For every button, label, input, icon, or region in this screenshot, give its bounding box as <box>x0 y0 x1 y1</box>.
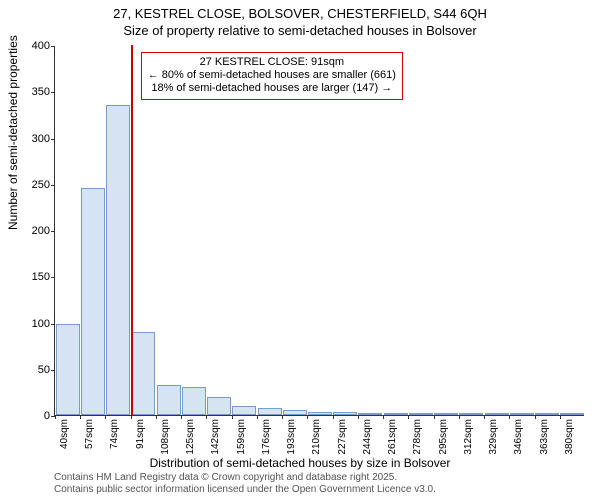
y-tick-mark <box>51 231 55 232</box>
attribution-line1: Contains HM Land Registry data © Crown c… <box>54 472 436 484</box>
histogram-bar <box>56 324 80 415</box>
chart-title-line2: Size of property relative to semi-detach… <box>0 23 600 38</box>
x-tick-mark <box>535 415 536 419</box>
x-tick-mark <box>408 415 409 419</box>
y-tick-mark <box>51 185 55 186</box>
x-tick-label: 57sqm <box>84 415 95 449</box>
histogram-bar <box>207 397 231 416</box>
x-tick-label: 74sqm <box>109 415 120 449</box>
histogram-bar <box>232 406 256 415</box>
x-tick-mark <box>383 415 384 419</box>
marker-line <box>131 45 133 415</box>
x-tick-mark <box>282 415 283 419</box>
annotation-line2: ← 80% of semi-detached houses are smalle… <box>148 69 396 82</box>
histogram-bar <box>157 385 181 415</box>
x-tick-label: 363sqm <box>539 415 550 455</box>
x-tick-mark <box>560 415 561 419</box>
x-tick-mark <box>509 415 510 419</box>
x-tick-label: 329sqm <box>488 415 499 455</box>
histogram-bar <box>182 387 206 415</box>
x-tick-mark <box>181 415 182 419</box>
attribution: Contains HM Land Registry data © Crown c… <box>54 472 436 496</box>
x-tick-mark <box>257 415 258 419</box>
x-tick-mark <box>105 415 106 419</box>
x-tick-label: 91sqm <box>135 415 146 449</box>
x-tick-label: 244sqm <box>362 415 373 455</box>
x-tick-label: 312sqm <box>463 415 474 455</box>
x-tick-label: 176sqm <box>261 415 272 455</box>
x-tick-label: 193sqm <box>286 415 297 455</box>
x-tick-label: 108sqm <box>160 415 171 455</box>
x-tick-mark <box>206 415 207 419</box>
x-tick-mark <box>80 415 81 419</box>
y-tick-mark <box>51 92 55 93</box>
x-tick-mark <box>333 415 334 419</box>
x-tick-mark <box>55 415 56 419</box>
y-tick-mark <box>51 46 55 47</box>
x-tick-label: 295sqm <box>438 415 449 455</box>
x-tick-mark <box>459 415 460 419</box>
x-axis-label: Distribution of semi-detached houses by … <box>0 456 600 470</box>
x-tick-label: 380sqm <box>564 415 575 455</box>
annotation-line3: 18% of semi-detached houses are larger (… <box>148 82 396 95</box>
x-tick-mark <box>358 415 359 419</box>
histogram-bar <box>258 408 282 415</box>
x-tick-mark <box>307 415 308 419</box>
x-tick-label: 346sqm <box>513 415 524 455</box>
x-tick-label: 227sqm <box>337 415 348 455</box>
x-tick-label: 159sqm <box>236 415 247 455</box>
plot-area: 27 KESTREL CLOSE: 91sqm ← 80% of semi-de… <box>54 46 584 416</box>
x-tick-label: 40sqm <box>59 415 70 449</box>
x-tick-label: 142sqm <box>210 415 221 455</box>
histogram-bar <box>106 105 130 415</box>
histogram-bar <box>81 188 105 415</box>
x-tick-mark <box>434 415 435 419</box>
x-tick-mark <box>484 415 485 419</box>
x-tick-label: 261sqm <box>387 415 398 455</box>
histogram-bar <box>131 332 155 415</box>
x-tick-label: 125sqm <box>185 415 196 455</box>
x-tick-label: 278sqm <box>412 415 423 455</box>
y-tick-mark <box>51 324 55 325</box>
annotation-line1: 27 KESTREL CLOSE: 91sqm <box>148 56 396 69</box>
chart-container: 27, KESTREL CLOSE, BOLSOVER, CHESTERFIEL… <box>0 0 600 500</box>
x-tick-mark <box>232 415 233 419</box>
y-axis-label: Number of semi-detached properties <box>6 35 20 230</box>
y-tick-mark <box>51 139 55 140</box>
y-tick-mark <box>51 370 55 371</box>
marker-annotation: 27 KESTREL CLOSE: 91sqm ← 80% of semi-de… <box>141 52 403 100</box>
chart-title-line1: 27, KESTREL CLOSE, BOLSOVER, CHESTERFIEL… <box>0 0 600 23</box>
x-tick-mark <box>156 415 157 419</box>
attribution-line2: Contains public sector information licen… <box>54 484 436 496</box>
x-tick-mark <box>131 415 132 419</box>
x-tick-label: 210sqm <box>311 415 322 455</box>
y-tick-mark <box>51 277 55 278</box>
